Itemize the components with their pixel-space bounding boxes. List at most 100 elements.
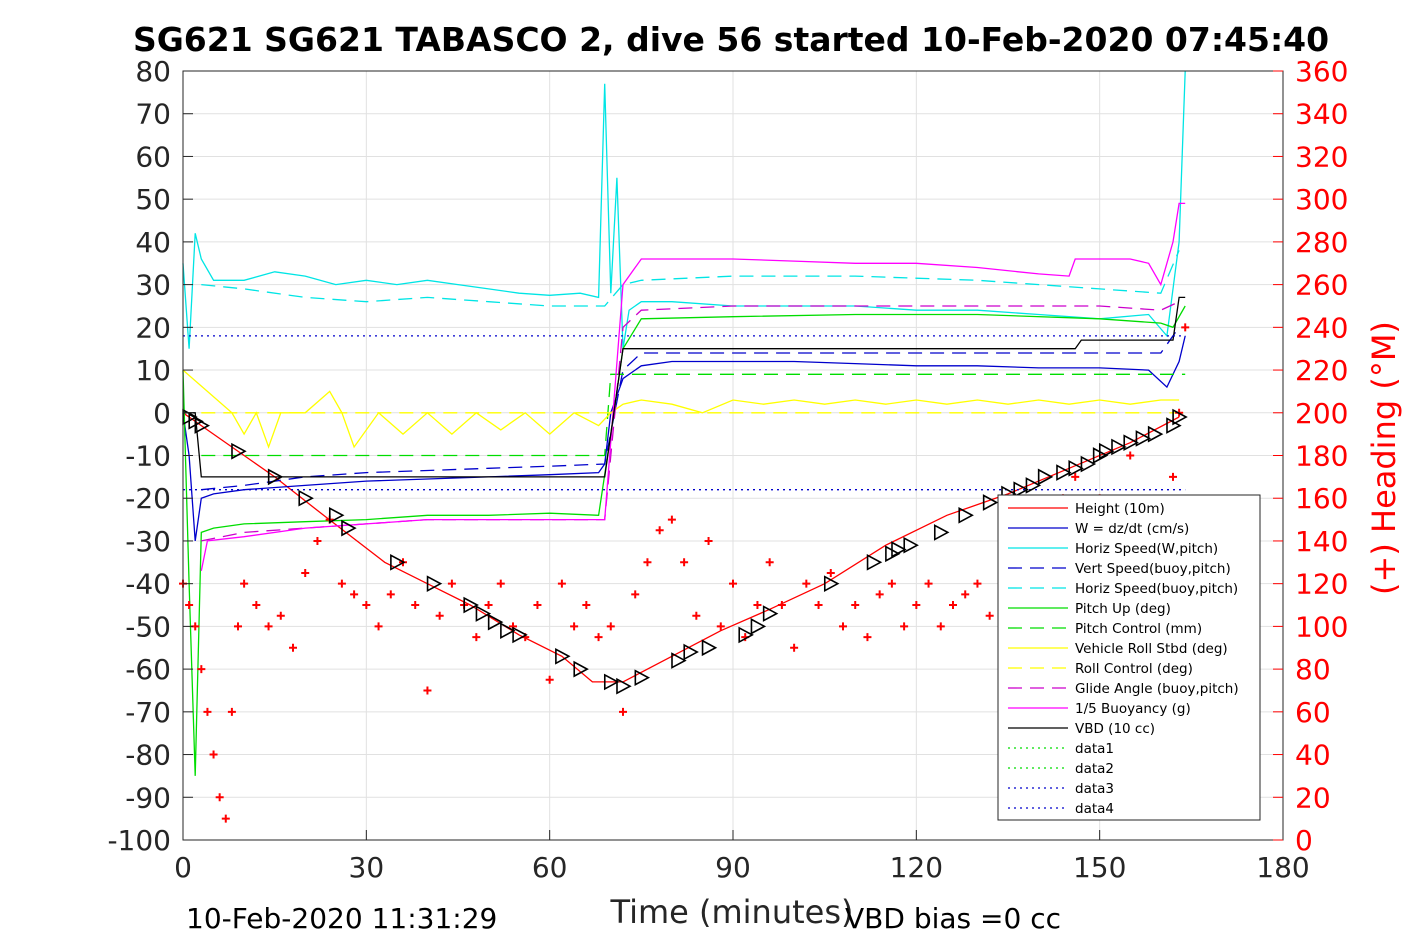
y-tick-label: -80 — [125, 739, 171, 772]
track-marker — [1037, 468, 1054, 486]
y-tick-label: 50 — [135, 183, 171, 216]
heading-marker — [985, 611, 994, 620]
track-marker — [603, 673, 620, 691]
track-marker — [823, 575, 840, 593]
heading-marker — [362, 601, 371, 610]
heading-marker — [203, 707, 212, 716]
heading-marker — [790, 643, 799, 652]
y2-tick-label: 300 — [1295, 183, 1348, 216]
series-line-4 — [201, 250, 1180, 307]
y2-tick-label: 40 — [1295, 739, 1331, 772]
track-marker — [1025, 477, 1042, 494]
track-marker — [267, 468, 284, 486]
heading-marker — [973, 579, 982, 588]
heading-marker — [252, 601, 261, 610]
x-tick-label: 60 — [532, 851, 568, 884]
track-marker — [512, 626, 528, 644]
track-marker — [903, 536, 919, 554]
heading-marker — [777, 601, 786, 610]
track-layer — [182, 408, 1188, 695]
heading-marker — [949, 601, 957, 610]
track-marker — [1135, 430, 1152, 447]
track-marker — [194, 417, 211, 434]
y-tick-label: 60 — [135, 140, 171, 173]
y2-tick-label: 180 — [1295, 440, 1348, 473]
track-marker — [634, 669, 651, 686]
heading-marker — [411, 601, 420, 610]
heading-marker — [313, 536, 322, 545]
y2-tick-label: 0 — [1295, 824, 1313, 857]
y-tick-label: 80 — [135, 55, 171, 88]
legend-label-8: Roll Control (deg) — [1075, 661, 1193, 677]
heading-marker — [209, 750, 218, 759]
track-marker — [573, 660, 589, 678]
y-tick-label: 70 — [135, 98, 171, 131]
legend-label-9: Glide Angle (buoy,pitch) — [1075, 681, 1239, 697]
heading-marker — [301, 568, 310, 577]
footer-vbd-bias: VBD bias =0 cc — [845, 902, 1061, 935]
track-marker — [866, 553, 883, 571]
track-marker — [426, 575, 443, 593]
heading-marker — [1181, 323, 1190, 332]
heading-marker — [729, 579, 737, 588]
track-marker — [982, 494, 999, 511]
y2-tick-label: 340 — [1295, 98, 1348, 131]
track-marker — [1172, 408, 1188, 426]
legend-label-0: Height (10m) — [1075, 501, 1165, 517]
y2-tick-label: 60 — [1295, 696, 1331, 729]
heading-marker — [545, 675, 554, 684]
y2-tick-label: 160 — [1295, 482, 1348, 515]
heading-marker — [582, 601, 591, 610]
y2-tick-label: 240 — [1295, 311, 1348, 344]
y2-tick-label: 360 — [1295, 55, 1348, 88]
y-tick-label: -90 — [125, 781, 171, 814]
series-line-5 — [182, 305, 1186, 776]
heading-marker — [936, 622, 945, 631]
track-marker — [933, 524, 950, 541]
heading-marker — [814, 601, 823, 610]
y-tick-label: -30 — [125, 525, 171, 558]
heading-marker — [631, 590, 640, 599]
heading-marker — [447, 579, 456, 588]
heading-marker — [276, 611, 285, 620]
track-marker — [671, 652, 687, 669]
chart-title: SG621 SG621 TABASCO 2, dive 56 started 1… — [133, 20, 1329, 59]
legend-label-12: data1 — [1075, 741, 1114, 757]
legend: Height (10m) W = dz/dt (cm/s) Horiz Speed(… — [997, 494, 1261, 821]
heading-layer — [179, 323, 1190, 823]
series-line-6 — [201, 373, 1186, 457]
heading-marker — [221, 814, 230, 823]
heading-marker — [533, 601, 542, 610]
x-tick-label: 180 — [1256, 851, 1309, 884]
y2-tick-label: 120 — [1295, 568, 1348, 601]
x-tick-label: 120 — [890, 851, 943, 884]
track-marker — [487, 613, 504, 631]
heading-marker — [557, 579, 566, 588]
x-axis-ticks: 0 30 60 90 120 150 180 — [174, 830, 1310, 884]
heading-marker — [423, 686, 432, 695]
y-tick-label: 10 — [135, 354, 171, 387]
legend-label-3: Vert Speed(buoy,pitch) — [1075, 561, 1231, 577]
legend-label-15: data4 — [1075, 801, 1114, 817]
heading-marker — [472, 633, 481, 642]
y-tick-label: 20 — [135, 311, 171, 344]
heading-marker — [667, 515, 676, 524]
y-tick-label: 30 — [135, 269, 171, 302]
y2-tick-label: 320 — [1295, 140, 1348, 173]
track-marker — [1123, 434, 1139, 452]
series-layer — [182, 70, 1186, 776]
y2-axis-ticks: 0 20 40 60 80 100 120 140 160 180 200 220 240 260 280 3… — [1273, 55, 1348, 857]
heading-marker — [765, 558, 774, 567]
y2-tick-label: 140 — [1295, 525, 1348, 558]
heading-marker — [1071, 472, 1080, 481]
heading-marker — [350, 590, 359, 599]
heading-marker — [606, 622, 615, 631]
legend-label-13: data2 — [1075, 761, 1114, 777]
y-tick-label: 40 — [135, 226, 171, 259]
legend-label-10: 1/5 Buoyancy (g) — [1075, 701, 1191, 717]
heading-marker — [570, 622, 579, 631]
heading-marker — [680, 558, 689, 567]
heading-marker — [887, 579, 896, 588]
